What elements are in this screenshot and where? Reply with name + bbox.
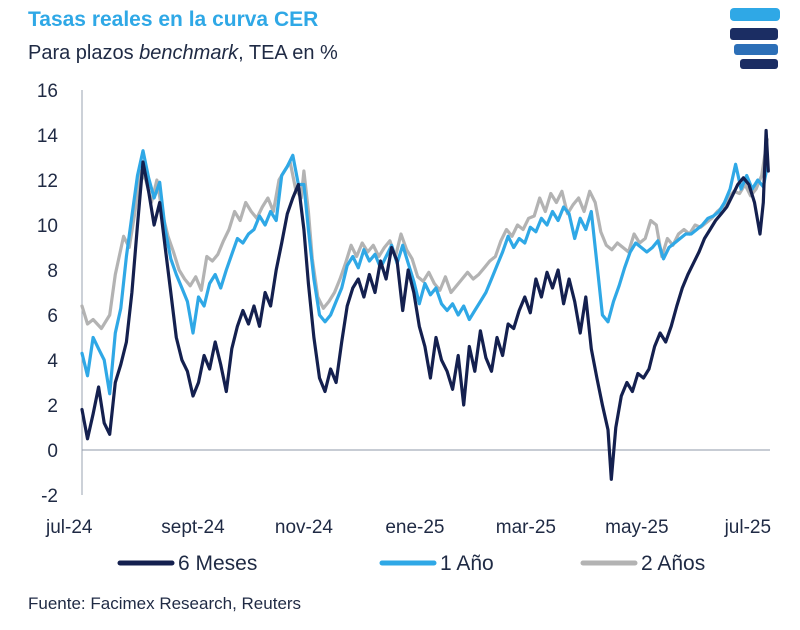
series-line-6-meses (80, 128, 770, 481)
y-tick-label: -2 (41, 486, 58, 507)
x-tick-label: mar-25 (496, 517, 556, 538)
legend: 6 Meses 1 Año 2 Años (117, 552, 705, 575)
series-lines (80, 128, 770, 481)
subtitle-emphasis: benchmark (139, 42, 239, 64)
y-tick-label: 16 (37, 81, 58, 102)
subtitle-suffix: , TEA en % (238, 42, 338, 64)
y-tick-label: 12 (37, 171, 58, 192)
x-tick-label: jul-24 (45, 517, 93, 538)
x-axis: jul-24 sept-24 nov-24 ene-25 mar-25 may-25 jul… (45, 449, 771, 538)
legend-label: 6 Meses (178, 552, 257, 575)
subtitle-prefix: Para plazos (28, 42, 140, 64)
legend-label: 2 Años (641, 552, 705, 575)
y-tick-label: 0 (47, 441, 58, 462)
y-tick-label: 6 (47, 306, 58, 327)
x-tick-label: ene-25 (385, 517, 444, 538)
legend-label: 1 Año (440, 552, 494, 575)
y-tick-label: 8 (47, 261, 58, 282)
y-axis: -2 0 2 4 6 8 10 12 14 16 (37, 81, 83, 507)
y-tick-label: 14 (37, 126, 59, 147)
series-line-2-anos (80, 137, 769, 331)
x-tick-label: sept-24 (161, 517, 225, 538)
y-tick-label: 2 (47, 396, 58, 417)
chart-subtitle: Para plazos benchmark, TEA en % (28, 42, 338, 65)
x-tick-label: may-25 (605, 517, 668, 538)
x-tick-label: nov-24 (275, 517, 334, 538)
x-tick-label: jul-25 (724, 517, 771, 538)
y-tick-label: 4 (47, 351, 58, 372)
facimex-logo-icon (730, 8, 780, 69)
series-line-1-ano (80, 149, 769, 396)
y-tick-label: 10 (37, 216, 58, 237)
source-note: Fuente: Facimex Research, Reuters (28, 594, 302, 613)
chart-area: -2 0 2 4 6 8 10 12 14 16 jul-24 sept-24 nov-24 ene-2… (37, 81, 771, 575)
chart-title: Tasas reales en la curva CER (28, 8, 319, 31)
